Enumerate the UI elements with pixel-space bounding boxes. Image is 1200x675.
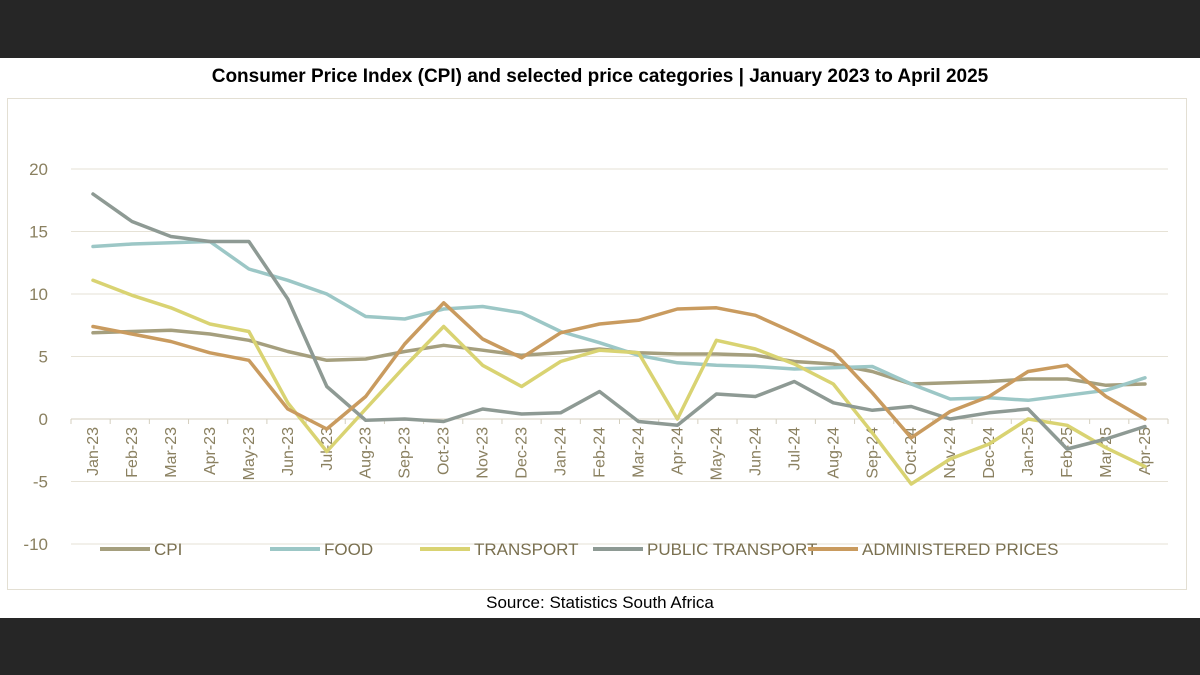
- legend-label: CPI: [154, 540, 182, 559]
- bottom-letterbox: [0, 618, 1200, 675]
- x-tick-label: Jul-24: [786, 427, 803, 471]
- y-tick-label: 5: [39, 348, 48, 367]
- x-tick-label: Aug-23: [358, 427, 375, 479]
- x-tick-label: Apr-23: [202, 427, 219, 475]
- x-tick-label: Dec-23: [514, 427, 531, 479]
- legend: CPI FOOD TRANSPORT PUBLIC TRANSPORT ADMINIST…: [100, 540, 1058, 559]
- series-line-food: [91, 239, 1147, 403]
- chart-panel: Consumer Price Index (CPI) and selected …: [0, 58, 1200, 618]
- chart-title: Consumer Price Index (CPI) and selected …: [211, 66, 989, 87]
- source-note: Source: Statistics South Africa: [486, 593, 714, 612]
- legend-label: ADMINISTERED PRICES: [862, 540, 1058, 559]
- x-tick-label: Nov-23: [475, 427, 492, 479]
- x-tick-label: Jun-23: [280, 427, 297, 476]
- x-tick-label: Oct-23: [436, 427, 453, 475]
- y-tick-label: -10: [23, 535, 48, 554]
- x-tick-label: Feb-23: [124, 427, 141, 478]
- x-tick-label: Nov-24: [942, 427, 959, 479]
- legend-label: FOOD: [324, 540, 373, 559]
- series-line-transport: [91, 278, 1147, 486]
- series-line-administered-prices: [91, 301, 1147, 440]
- x-tick-label: Aug-24: [825, 427, 842, 479]
- y-tick-label: 0: [39, 410, 48, 429]
- x-tick-label: Jan-25: [1020, 427, 1037, 476]
- gridlines: [71, 168, 1168, 545]
- x-tick-label: Apr-24: [669, 427, 686, 475]
- legend-label: PUBLIC TRANSPORT: [647, 540, 817, 559]
- y-tick-label: 10: [29, 285, 48, 304]
- line-chart: 20 15 10 5 0 -5 -10 Jan-23 Feb-23 Mar-23 Apr-23 Ma…: [23, 160, 1169, 559]
- x-axis: Jan-23 Feb-23 Mar-23 Apr-23 May-23 Jun-23 Jul-…: [70, 418, 1169, 480]
- x-tick-label: Jan-24: [553, 427, 570, 476]
- x-tick-label: Jun-24: [747, 427, 764, 476]
- y-tick-label: 15: [29, 223, 48, 242]
- series-line-public-transport: [91, 192, 1147, 451]
- x-tick-label: Jan-23: [85, 427, 102, 476]
- x-tick-label: Dec-24: [981, 427, 998, 479]
- x-tick-label: May-23: [241, 427, 258, 480]
- x-tick-label: Mar-23: [163, 427, 180, 478]
- x-tick-label: Feb-24: [592, 427, 609, 478]
- x-tick-label: May-24: [708, 427, 725, 480]
- series-lines: [91, 192, 1147, 486]
- legend-label: TRANSPORT: [474, 540, 579, 559]
- y-tick-label: 20: [29, 160, 48, 179]
- top-letterbox: [0, 0, 1200, 58]
- x-tick-label: Feb-25: [1059, 427, 1076, 478]
- x-tick-label: Mar-24: [630, 427, 647, 478]
- x-tick-label: Sep-23: [397, 427, 414, 479]
- chart-frame: 20 15 10 5 0 -5 -10 Jan-23 Feb-23 Mar-23 Apr-23 Ma…: [7, 98, 1187, 590]
- x-tick-label: Oct-24: [903, 427, 920, 475]
- y-tick-label: -5: [33, 473, 48, 492]
- y-axis: 20 15 10 5 0 -5 -10: [23, 160, 48, 554]
